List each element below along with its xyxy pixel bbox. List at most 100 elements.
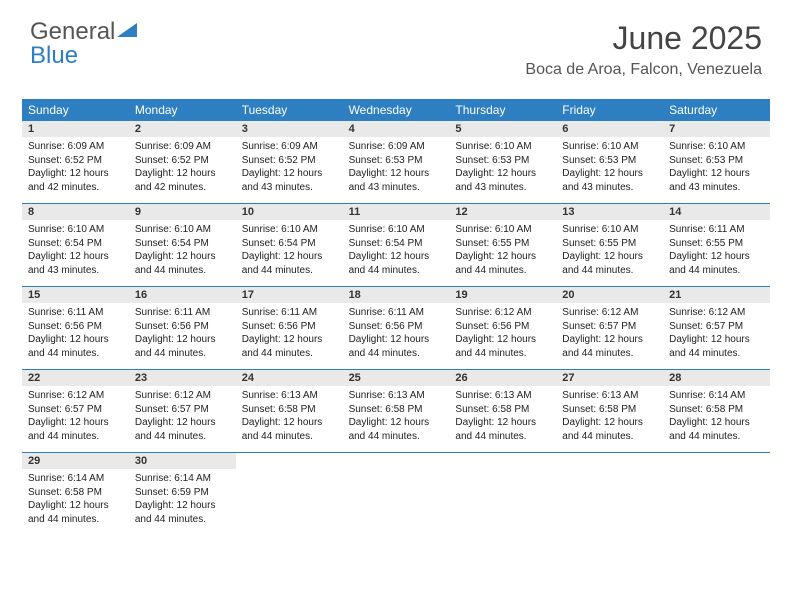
day-data: Sunrise: 6:12 AMSunset: 6:57 PMDaylight:…: [22, 386, 129, 449]
sunrise-line: Sunrise: 6:12 AM: [669, 306, 764, 320]
daylight-line: Daylight: 12 hours and 43 minutes.: [669, 167, 764, 194]
day-number: 17: [236, 287, 343, 303]
sunrise-line: Sunrise: 6:13 AM: [562, 389, 657, 403]
day-data: Sunrise: 6:10 AMSunset: 6:53 PMDaylight:…: [556, 137, 663, 200]
calendar-day: 15Sunrise: 6:11 AMSunset: 6:56 PMDayligh…: [22, 287, 129, 369]
daylight-line: Daylight: 12 hours and 44 minutes.: [135, 499, 230, 526]
sunset-line: Sunset: 6:57 PM: [28, 403, 123, 417]
calendar-day: 16Sunrise: 6:11 AMSunset: 6:56 PMDayligh…: [129, 287, 236, 369]
day-number: 8: [22, 204, 129, 220]
calendar-day: 9Sunrise: 6:10 AMSunset: 6:54 PMDaylight…: [129, 204, 236, 286]
sunset-line: Sunset: 6:54 PM: [349, 237, 444, 251]
day-label-thu: Thursday: [449, 99, 556, 121]
sunset-line: Sunset: 6:55 PM: [455, 237, 550, 251]
calendar-day: 10Sunrise: 6:10 AMSunset: 6:54 PMDayligh…: [236, 204, 343, 286]
sunrise-line: Sunrise: 6:10 AM: [562, 223, 657, 237]
sunset-line: Sunset: 6:56 PM: [28, 320, 123, 334]
sunrise-line: Sunrise: 6:14 AM: [135, 472, 230, 486]
day-data: Sunrise: 6:12 AMSunset: 6:57 PMDaylight:…: [663, 303, 770, 366]
daylight-line: Daylight: 12 hours and 44 minutes.: [242, 333, 337, 360]
sunset-line: Sunset: 6:58 PM: [242, 403, 337, 417]
sunrise-line: Sunrise: 6:13 AM: [349, 389, 444, 403]
calendar-day: 2Sunrise: 6:09 AMSunset: 6:52 PMDaylight…: [129, 121, 236, 203]
day-label-sun: Sunday: [22, 99, 129, 121]
day-label-mon: Monday: [129, 99, 236, 121]
sunrise-line: Sunrise: 6:10 AM: [455, 223, 550, 237]
day-number: 16: [129, 287, 236, 303]
calendar-day: 19Sunrise: 6:12 AMSunset: 6:56 PMDayligh…: [449, 287, 556, 369]
sunrise-line: Sunrise: 6:11 AM: [28, 306, 123, 320]
title-block: June 2025 Boca de Aroa, Falcon, Venezuel…: [525, 20, 762, 79]
daylight-line: Daylight: 12 hours and 44 minutes.: [562, 250, 657, 277]
sunset-line: Sunset: 6:58 PM: [669, 403, 764, 417]
sunset-line: Sunset: 6:54 PM: [28, 237, 123, 251]
day-number: 6: [556, 121, 663, 137]
day-data: Sunrise: 6:09 AMSunset: 6:52 PMDaylight:…: [22, 137, 129, 200]
daylight-line: Daylight: 12 hours and 44 minutes.: [28, 499, 123, 526]
sunrise-line: Sunrise: 6:14 AM: [669, 389, 764, 403]
daylight-line: Daylight: 12 hours and 43 minutes.: [562, 167, 657, 194]
day-data: Sunrise: 6:10 AMSunset: 6:53 PMDaylight:…: [449, 137, 556, 200]
day-data: Sunrise: 6:10 AMSunset: 6:54 PMDaylight:…: [22, 220, 129, 283]
calendar-day: 23Sunrise: 6:12 AMSunset: 6:57 PMDayligh…: [129, 370, 236, 452]
sunrise-line: Sunrise: 6:11 AM: [349, 306, 444, 320]
sunrise-line: Sunrise: 6:09 AM: [28, 140, 123, 154]
sunset-line: Sunset: 6:58 PM: [455, 403, 550, 417]
sunset-line: Sunset: 6:53 PM: [455, 154, 550, 168]
day-number: 2: [129, 121, 236, 137]
daylight-line: Daylight: 12 hours and 43 minutes.: [349, 167, 444, 194]
calendar-day: 13Sunrise: 6:10 AMSunset: 6:55 PMDayligh…: [556, 204, 663, 286]
calendar-empty-cell: [449, 453, 556, 535]
day-number: 15: [22, 287, 129, 303]
day-label-wed: Wednesday: [343, 99, 450, 121]
location-subtitle: Boca de Aroa, Falcon, Venezuela: [525, 61, 762, 79]
calendar-week: 8Sunrise: 6:10 AMSunset: 6:54 PMDaylight…: [22, 204, 770, 287]
day-data: Sunrise: 6:09 AMSunset: 6:52 PMDaylight:…: [129, 137, 236, 200]
sunrise-line: Sunrise: 6:14 AM: [28, 472, 123, 486]
daylight-line: Daylight: 12 hours and 44 minutes.: [455, 250, 550, 277]
calendar-day: 20Sunrise: 6:12 AMSunset: 6:57 PMDayligh…: [556, 287, 663, 369]
day-number: 18: [343, 287, 450, 303]
sunset-line: Sunset: 6:59 PM: [135, 486, 230, 500]
calendar-day: 7Sunrise: 6:10 AMSunset: 6:53 PMDaylight…: [663, 121, 770, 203]
sunset-line: Sunset: 6:58 PM: [562, 403, 657, 417]
calendar-week: 29Sunrise: 6:14 AMSunset: 6:58 PMDayligh…: [22, 453, 770, 535]
daylight-line: Daylight: 12 hours and 43 minutes.: [28, 250, 123, 277]
day-data: Sunrise: 6:11 AMSunset: 6:56 PMDaylight:…: [22, 303, 129, 366]
sunset-line: Sunset: 6:54 PM: [242, 237, 337, 251]
calendar-day: 28Sunrise: 6:14 AMSunset: 6:58 PMDayligh…: [663, 370, 770, 452]
day-number: 25: [343, 370, 450, 386]
day-number: 3: [236, 121, 343, 137]
calendar-empty-cell: [663, 453, 770, 535]
page-title: June 2025: [525, 20, 762, 57]
logo-text: General Blue: [30, 20, 139, 68]
day-data: Sunrise: 6:14 AMSunset: 6:59 PMDaylight:…: [129, 469, 236, 532]
day-label-sat: Saturday: [663, 99, 770, 121]
sunrise-line: Sunrise: 6:10 AM: [669, 140, 764, 154]
daylight-line: Daylight: 12 hours and 44 minutes.: [242, 416, 337, 443]
sunrise-line: Sunrise: 6:12 AM: [28, 389, 123, 403]
sunrise-line: Sunrise: 6:13 AM: [242, 389, 337, 403]
sunset-line: Sunset: 6:52 PM: [28, 154, 123, 168]
sunrise-line: Sunrise: 6:10 AM: [562, 140, 657, 154]
daylight-line: Daylight: 12 hours and 44 minutes.: [135, 416, 230, 443]
daylight-line: Daylight: 12 hours and 43 minutes.: [455, 167, 550, 194]
logo-text-general: General: [30, 18, 115, 45]
calendar-day: 30Sunrise: 6:14 AMSunset: 6:59 PMDayligh…: [129, 453, 236, 535]
day-number: 5: [449, 121, 556, 137]
day-data: Sunrise: 6:10 AMSunset: 6:53 PMDaylight:…: [663, 137, 770, 200]
sunrise-line: Sunrise: 6:13 AM: [455, 389, 550, 403]
day-number: 9: [129, 204, 236, 220]
daylight-line: Daylight: 12 hours and 42 minutes.: [135, 167, 230, 194]
calendar-day: 3Sunrise: 6:09 AMSunset: 6:52 PMDaylight…: [236, 121, 343, 203]
day-data: Sunrise: 6:14 AMSunset: 6:58 PMDaylight:…: [22, 469, 129, 532]
day-data: Sunrise: 6:13 AMSunset: 6:58 PMDaylight:…: [343, 386, 450, 449]
calendar-day: 5Sunrise: 6:10 AMSunset: 6:53 PMDaylight…: [449, 121, 556, 203]
sunrise-line: Sunrise: 6:11 AM: [242, 306, 337, 320]
day-number: 30: [129, 453, 236, 469]
daylight-line: Daylight: 12 hours and 42 minutes.: [28, 167, 123, 194]
sunset-line: Sunset: 6:57 PM: [669, 320, 764, 334]
sunset-line: Sunset: 6:52 PM: [135, 154, 230, 168]
sunrise-line: Sunrise: 6:10 AM: [455, 140, 550, 154]
sunrise-line: Sunrise: 6:12 AM: [135, 389, 230, 403]
